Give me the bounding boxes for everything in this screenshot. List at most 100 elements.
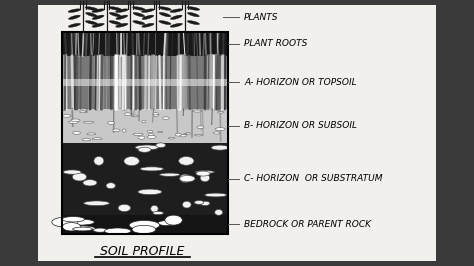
Ellipse shape bbox=[148, 134, 154, 136]
Bar bbox=[62, 32, 228, 56]
Ellipse shape bbox=[73, 131, 81, 134]
Ellipse shape bbox=[179, 156, 194, 165]
Ellipse shape bbox=[195, 171, 215, 173]
Ellipse shape bbox=[154, 114, 158, 116]
Ellipse shape bbox=[157, 132, 163, 133]
Ellipse shape bbox=[132, 225, 155, 234]
Ellipse shape bbox=[92, 23, 104, 27]
Ellipse shape bbox=[73, 227, 92, 231]
Ellipse shape bbox=[80, 111, 86, 113]
Ellipse shape bbox=[133, 13, 145, 17]
Ellipse shape bbox=[133, 7, 145, 10]
Ellipse shape bbox=[118, 204, 131, 212]
Ellipse shape bbox=[180, 174, 191, 182]
Ellipse shape bbox=[211, 145, 228, 150]
Ellipse shape bbox=[159, 13, 171, 17]
Ellipse shape bbox=[165, 215, 182, 225]
Ellipse shape bbox=[106, 183, 116, 189]
Ellipse shape bbox=[170, 9, 182, 13]
Bar bbox=[62, 56, 228, 109]
Text: PLANTS: PLANTS bbox=[244, 13, 279, 22]
Ellipse shape bbox=[125, 113, 131, 116]
Ellipse shape bbox=[62, 115, 71, 117]
Bar bbox=[62, 215, 228, 234]
Ellipse shape bbox=[68, 9, 81, 13]
Ellipse shape bbox=[196, 171, 210, 176]
Ellipse shape bbox=[108, 122, 115, 124]
Ellipse shape bbox=[182, 201, 191, 208]
Bar bbox=[62, 109, 228, 143]
Text: A- HORIZON OR TOPSOIL: A- HORIZON OR TOPSOIL bbox=[244, 78, 357, 87]
Ellipse shape bbox=[201, 201, 210, 206]
Ellipse shape bbox=[63, 223, 81, 231]
Ellipse shape bbox=[197, 126, 204, 129]
Ellipse shape bbox=[142, 23, 154, 27]
Ellipse shape bbox=[133, 21, 145, 24]
Ellipse shape bbox=[92, 9, 104, 13]
Ellipse shape bbox=[109, 13, 121, 17]
Ellipse shape bbox=[92, 15, 104, 19]
Ellipse shape bbox=[69, 15, 80, 19]
Text: PLANT ROOTS: PLANT ROOTS bbox=[244, 39, 308, 48]
Ellipse shape bbox=[183, 134, 187, 135]
Ellipse shape bbox=[175, 133, 181, 136]
Ellipse shape bbox=[124, 157, 139, 166]
Ellipse shape bbox=[94, 156, 104, 165]
Ellipse shape bbox=[69, 121, 79, 123]
Ellipse shape bbox=[109, 21, 121, 24]
Ellipse shape bbox=[92, 138, 102, 140]
Ellipse shape bbox=[215, 128, 225, 131]
Ellipse shape bbox=[129, 221, 160, 230]
Ellipse shape bbox=[135, 145, 159, 150]
Ellipse shape bbox=[52, 217, 78, 227]
Ellipse shape bbox=[140, 167, 164, 171]
Bar bbox=[62, 143, 228, 215]
Ellipse shape bbox=[187, 21, 200, 24]
Ellipse shape bbox=[116, 9, 128, 13]
Ellipse shape bbox=[170, 23, 182, 27]
Ellipse shape bbox=[87, 133, 96, 135]
Ellipse shape bbox=[84, 201, 109, 206]
Ellipse shape bbox=[62, 217, 84, 222]
Ellipse shape bbox=[68, 23, 81, 27]
Ellipse shape bbox=[158, 221, 176, 226]
Ellipse shape bbox=[82, 138, 91, 141]
Ellipse shape bbox=[200, 174, 210, 182]
Ellipse shape bbox=[213, 132, 219, 134]
Ellipse shape bbox=[153, 211, 164, 215]
Ellipse shape bbox=[151, 205, 158, 212]
Ellipse shape bbox=[138, 189, 162, 195]
Bar bbox=[62, 32, 228, 234]
Ellipse shape bbox=[180, 135, 186, 137]
Ellipse shape bbox=[186, 132, 191, 134]
Ellipse shape bbox=[147, 135, 156, 139]
Ellipse shape bbox=[142, 15, 154, 19]
Ellipse shape bbox=[205, 193, 227, 197]
Ellipse shape bbox=[187, 7, 200, 10]
Ellipse shape bbox=[116, 23, 128, 27]
Ellipse shape bbox=[218, 111, 224, 113]
Ellipse shape bbox=[131, 115, 138, 117]
Ellipse shape bbox=[147, 130, 153, 133]
Bar bbox=[62, 79, 228, 86]
Ellipse shape bbox=[159, 21, 171, 24]
Ellipse shape bbox=[194, 201, 204, 204]
Ellipse shape bbox=[112, 129, 120, 132]
Ellipse shape bbox=[192, 110, 202, 112]
Ellipse shape bbox=[85, 21, 98, 24]
Ellipse shape bbox=[69, 226, 95, 231]
Ellipse shape bbox=[188, 13, 199, 17]
Ellipse shape bbox=[73, 173, 87, 181]
Ellipse shape bbox=[163, 117, 169, 120]
Ellipse shape bbox=[116, 15, 128, 19]
Ellipse shape bbox=[142, 9, 154, 13]
Ellipse shape bbox=[109, 7, 121, 10]
Ellipse shape bbox=[156, 143, 166, 148]
Ellipse shape bbox=[71, 119, 80, 122]
Ellipse shape bbox=[160, 173, 180, 176]
Ellipse shape bbox=[104, 228, 131, 234]
Text: SOIL PROFILE: SOIL PROFILE bbox=[100, 245, 184, 258]
Ellipse shape bbox=[93, 228, 107, 232]
Ellipse shape bbox=[122, 129, 126, 132]
Ellipse shape bbox=[85, 7, 98, 10]
